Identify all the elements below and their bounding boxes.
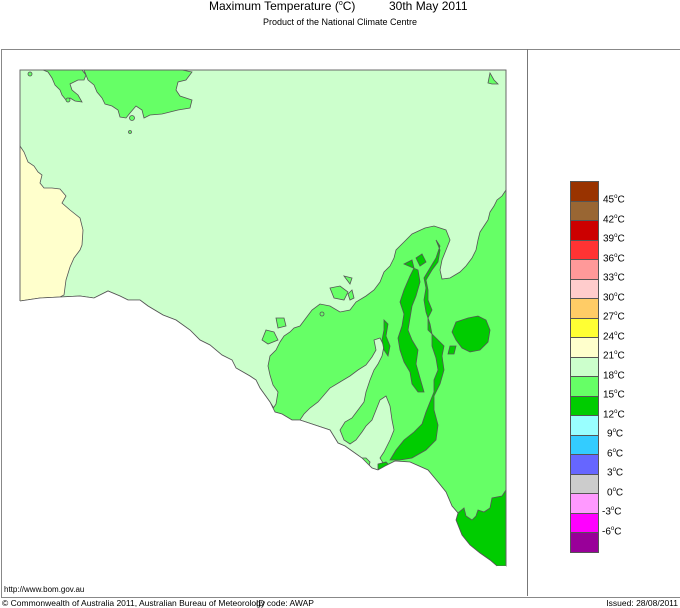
legend-swatch <box>570 493 599 513</box>
island-dot <box>129 115 135 121</box>
legend-label: 27oC <box>603 311 625 323</box>
band-15-18-ne-spot <box>487 71 499 85</box>
legend-label: -3oC <box>602 506 622 518</box>
island-small <box>343 275 353 285</box>
band-15-18-north <box>42 69 193 119</box>
island-dot <box>319 311 325 317</box>
legend-label: 3oC <box>607 467 624 479</box>
legend-panel-divider <box>527 49 528 596</box>
island-dot <box>65 97 71 103</box>
band-21-24-region <box>19 144 84 302</box>
island-small <box>347 289 355 301</box>
legend-swatch <box>570 259 599 279</box>
map-title: Maximum Temperature (oC) <box>209 0 356 13</box>
ocean <box>2 291 506 596</box>
legend-label: 18oC <box>603 370 625 382</box>
legend-swatch <box>570 356 599 376</box>
legend-label: 36oC <box>603 253 625 265</box>
legend-swatch <box>570 220 599 240</box>
legend-label: 42oC <box>603 214 625 226</box>
map-subtitle: Product of the National Climate Centre <box>262 17 418 27</box>
coastline <box>19 290 498 567</box>
legend-label: 12oC <box>603 409 625 421</box>
legend-label: 33oC <box>603 272 625 284</box>
legend-label: 24oC <box>603 331 625 343</box>
map-frame <box>1 49 680 598</box>
band-15-18-central <box>267 188 507 567</box>
copyright-text: © Commonwealth of Australia 2011, Austra… <box>2 598 266 608</box>
band-12-15 <box>381 239 507 567</box>
island-small <box>261 329 279 345</box>
legend-swatch <box>570 454 599 474</box>
legend-label: 15oC <box>603 389 625 401</box>
legend-swatch <box>570 473 599 493</box>
legend-label: 6oC <box>607 448 624 460</box>
band-12-15-east-blob <box>451 315 491 353</box>
island-dot <box>128 130 132 134</box>
id-code: ID code: AWAP <box>256 598 314 608</box>
legend-swatch <box>570 200 599 220</box>
legend-label: 9oC <box>607 428 624 440</box>
island-small <box>275 317 287 329</box>
legend-swatch <box>570 434 599 454</box>
legend-label: -6oC <box>602 526 622 538</box>
legend-swatch <box>570 317 599 337</box>
legend-swatch <box>570 278 599 298</box>
island-dot <box>27 71 33 77</box>
legend-swatch <box>570 337 599 357</box>
legend-swatch <box>570 512 599 532</box>
issued-date: Issued: 28/08/2011 <box>606 598 678 608</box>
temperature-legend <box>570 181 599 553</box>
title-row: Maximum Temperature (oC) 30th May 2011 <box>0 0 680 14</box>
legend-swatch <box>570 415 599 435</box>
island-small <box>329 285 349 301</box>
legend-label: 45oC <box>603 194 625 206</box>
legend-label: 39oC <box>603 233 625 245</box>
legend-swatch <box>570 376 599 396</box>
legend-swatch <box>570 239 599 259</box>
legend-swatch <box>570 395 599 415</box>
state-land <box>19 69 507 567</box>
legend-swatch <box>570 181 599 201</box>
map-date: 30th May 2011 <box>389 0 468 13</box>
legend-label: 0oC <box>607 487 624 499</box>
bom-url-link[interactable]: http://www.bom.gov.au <box>4 585 85 594</box>
legend-label: 21oC <box>603 350 625 362</box>
legend-swatch <box>570 298 599 318</box>
legend-swatch <box>570 532 599 553</box>
band-12-15-east-spot <box>447 345 457 355</box>
legend-label: 30oC <box>603 292 625 304</box>
